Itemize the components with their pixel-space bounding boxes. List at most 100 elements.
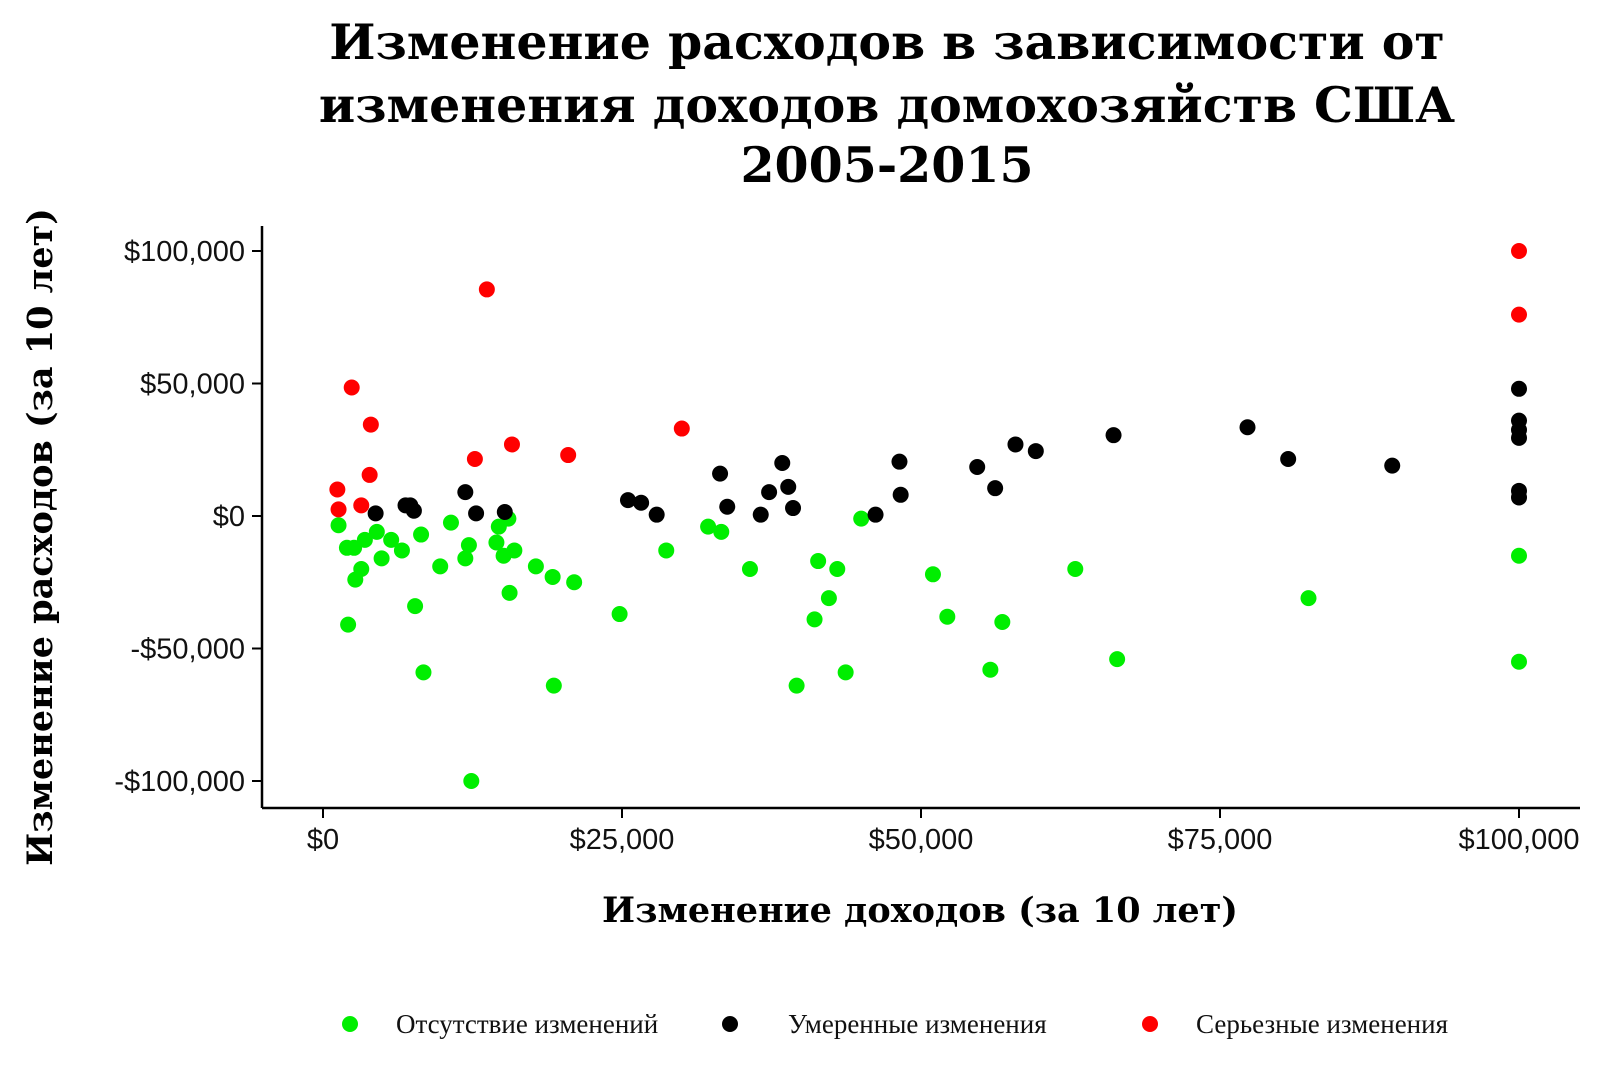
- data-point-no-change: [442, 514, 459, 531]
- data-point-moderate: [1105, 427, 1122, 444]
- y-tick-label: $100,000: [124, 236, 245, 268]
- data-point-no-change: [1300, 590, 1317, 607]
- legend-marker-no-change: [342, 1016, 358, 1032]
- data-point-no-change: [460, 537, 477, 554]
- chart-title-line-1: Изменение расходов в зависимости от: [329, 13, 1445, 71]
- legend-marker-moderate: [722, 1016, 738, 1032]
- data-point-moderate: [619, 492, 636, 509]
- y-tick-label: -$50,000: [131, 634, 246, 666]
- data-point-serious: [353, 497, 370, 514]
- y-ticks: $100,000 $50,000 $0 -$50,000 -$100,000: [114, 236, 262, 798]
- data-point-no-change: [527, 558, 544, 575]
- data-point-no-change: [415, 664, 432, 681]
- data-point-serious: [330, 501, 347, 518]
- chart-title-line-2: изменения доходов домохозяйств США: [319, 76, 1455, 134]
- data-point-no-change: [506, 542, 523, 559]
- data-point-serious: [560, 447, 577, 464]
- data-point-moderate: [1511, 489, 1527, 506]
- data-point-no-change: [1067, 561, 1084, 577]
- data-point-moderate: [780, 478, 797, 495]
- data-point-no-change: [853, 510, 870, 527]
- data-point-serious: [478, 281, 495, 298]
- data-point-moderate: [468, 505, 485, 522]
- x-tick-label: $50,000: [869, 824, 974, 856]
- data-point-no-change: [353, 561, 370, 577]
- data-point-no-change: [457, 550, 474, 567]
- axes: [260, 226, 1580, 810]
- data-point-serious: [361, 466, 378, 483]
- data-point-moderate: [761, 484, 778, 501]
- data-point-no-change: [700, 518, 717, 535]
- data-point-no-change: [356, 531, 373, 548]
- data-point-no-change: [463, 773, 480, 789]
- data-point-moderate: [712, 465, 729, 482]
- data-point-no-change: [544, 568, 561, 585]
- data-point-moderate: [1239, 419, 1256, 436]
- data-point-no-change: [545, 677, 562, 694]
- data-point-moderate: [367, 505, 384, 522]
- data-point-no-change: [340, 616, 357, 633]
- data-point-no-change: [1511, 653, 1527, 670]
- data-point-no-change: [393, 542, 410, 559]
- data-points: [329, 243, 1527, 789]
- data-point-moderate: [752, 506, 769, 523]
- data-point-serious: [329, 481, 346, 498]
- data-point-moderate: [1384, 457, 1401, 474]
- data-point-moderate: [719, 498, 736, 515]
- legend-label-serious: Серьезные изменения: [1196, 1009, 1448, 1039]
- data-point-no-change: [488, 534, 505, 551]
- data-point-moderate: [1511, 380, 1527, 397]
- data-point-no-change: [432, 558, 449, 575]
- data-point-no-change: [829, 561, 846, 577]
- data-point-no-change: [939, 608, 956, 625]
- legend-marker-serious: [1142, 1016, 1158, 1032]
- data-point-no-change: [1109, 651, 1126, 668]
- data-point-serious: [503, 436, 520, 453]
- data-point-moderate: [892, 486, 909, 503]
- y-tick-label: $50,000: [140, 369, 245, 401]
- chart-title: Изменение расходов в зависимости от изме…: [319, 13, 1455, 194]
- data-point-moderate: [457, 484, 474, 501]
- y-tick-label: $0: [213, 501, 245, 533]
- data-point-no-change: [982, 661, 999, 678]
- data-point-no-change: [658, 542, 675, 559]
- data-point-no-change: [820, 590, 837, 607]
- data-point-serious: [466, 451, 483, 468]
- data-point-serious: [362, 416, 379, 433]
- data-point-moderate: [648, 506, 665, 523]
- x-axis-title: Изменение доходов (за 10 лет): [602, 890, 1238, 931]
- legend: Отсутствие изменений Умеренные изменения…: [342, 1009, 1448, 1039]
- data-point-moderate: [633, 494, 650, 511]
- data-point-no-change: [611, 606, 628, 623]
- legend-label-moderate: Умеренные изменения: [788, 1009, 1047, 1039]
- data-point-serious: [673, 420, 690, 437]
- data-point-no-change: [330, 517, 347, 534]
- data-point-moderate: [496, 504, 513, 521]
- data-point-no-change: [1511, 547, 1527, 564]
- legend-label-no-change: Отсутствие изменений: [396, 1009, 658, 1039]
- data-point-moderate: [987, 480, 1004, 497]
- data-point-moderate: [1007, 436, 1024, 453]
- data-point-no-change: [413, 526, 430, 543]
- data-point-no-change: [806, 611, 823, 628]
- data-point-no-change: [713, 523, 730, 540]
- x-ticks: $0 $25,000 $50,000 $75,000 $100,000: [307, 808, 1580, 856]
- data-point-moderate: [867, 506, 884, 523]
- data-point-serious: [1511, 306, 1527, 323]
- data-point-no-change: [383, 531, 400, 548]
- x-tick-label: $25,000: [570, 824, 675, 856]
- data-point-moderate: [969, 458, 986, 475]
- y-tick-label: -$100,000: [114, 766, 245, 798]
- chart-title-line-3: 2005-2015: [740, 136, 1033, 194]
- data-point-no-change: [994, 614, 1011, 630]
- x-tick-label: $100,000: [1459, 824, 1580, 856]
- data-point-moderate: [1280, 451, 1297, 468]
- x-tick-label: $0: [307, 824, 339, 856]
- data-point-no-change: [924, 566, 941, 583]
- data-point-no-change: [741, 561, 758, 577]
- data-point-moderate: [1511, 429, 1527, 446]
- data-point-no-change: [407, 598, 424, 615]
- data-point-moderate: [405, 502, 422, 519]
- data-point-no-change: [837, 664, 854, 681]
